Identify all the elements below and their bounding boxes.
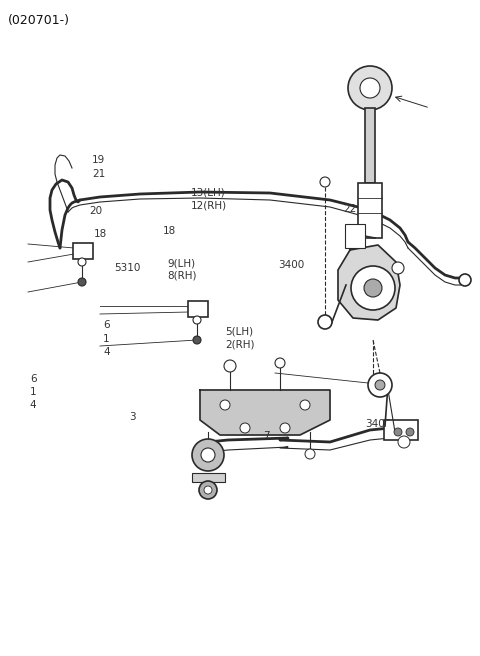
- FancyBboxPatch shape: [358, 183, 382, 238]
- Circle shape: [305, 449, 315, 459]
- Circle shape: [280, 423, 290, 433]
- Text: 21: 21: [92, 169, 106, 179]
- Text: 12(RH): 12(RH): [191, 200, 227, 211]
- FancyBboxPatch shape: [192, 472, 225, 482]
- Circle shape: [368, 373, 392, 397]
- Circle shape: [300, 400, 310, 410]
- Circle shape: [78, 258, 86, 266]
- Text: 6: 6: [30, 373, 36, 384]
- Text: 20: 20: [89, 206, 102, 216]
- Circle shape: [394, 428, 402, 436]
- Circle shape: [392, 262, 404, 274]
- Circle shape: [240, 423, 250, 433]
- Circle shape: [220, 400, 230, 410]
- Polygon shape: [338, 245, 400, 320]
- Circle shape: [318, 315, 332, 329]
- Circle shape: [199, 481, 217, 499]
- Circle shape: [459, 274, 471, 286]
- Text: 22: 22: [344, 203, 357, 214]
- FancyBboxPatch shape: [384, 420, 418, 440]
- Polygon shape: [200, 390, 330, 435]
- FancyBboxPatch shape: [73, 243, 93, 259]
- Text: 5310: 5310: [114, 262, 141, 273]
- Circle shape: [275, 358, 285, 368]
- Circle shape: [360, 78, 380, 98]
- Text: 6: 6: [103, 320, 110, 331]
- Circle shape: [193, 336, 201, 344]
- FancyBboxPatch shape: [188, 301, 208, 317]
- Text: 19: 19: [92, 155, 106, 165]
- FancyBboxPatch shape: [345, 224, 365, 248]
- Circle shape: [203, 449, 213, 459]
- Text: (020701-): (020701-): [8, 14, 70, 27]
- Text: 5(LH): 5(LH): [226, 327, 254, 337]
- Circle shape: [78, 278, 86, 286]
- Circle shape: [320, 177, 330, 187]
- Circle shape: [406, 428, 414, 436]
- Text: 4: 4: [30, 400, 36, 411]
- Text: 3400: 3400: [365, 419, 391, 429]
- Text: 9(LH): 9(LH): [167, 258, 195, 268]
- Text: 7: 7: [382, 384, 389, 395]
- Text: 7: 7: [263, 431, 270, 441]
- Circle shape: [364, 279, 382, 297]
- Text: 18: 18: [163, 226, 177, 236]
- Circle shape: [375, 380, 385, 390]
- Text: 18: 18: [94, 228, 107, 239]
- Circle shape: [192, 439, 224, 471]
- Text: 13(LH): 13(LH): [191, 188, 226, 198]
- Text: 4: 4: [103, 347, 110, 358]
- Circle shape: [398, 436, 410, 448]
- Text: 3400: 3400: [278, 260, 305, 270]
- Text: 1: 1: [30, 387, 36, 398]
- Circle shape: [204, 486, 212, 494]
- FancyBboxPatch shape: [365, 108, 375, 183]
- Text: 8(RH): 8(RH): [167, 270, 196, 281]
- Text: 2(RH): 2(RH): [226, 339, 255, 350]
- Circle shape: [201, 448, 215, 462]
- Circle shape: [348, 66, 392, 110]
- Circle shape: [224, 360, 236, 372]
- Text: 1: 1: [103, 334, 110, 344]
- Text: 3: 3: [130, 412, 136, 422]
- Circle shape: [193, 316, 201, 324]
- Circle shape: [351, 266, 395, 310]
